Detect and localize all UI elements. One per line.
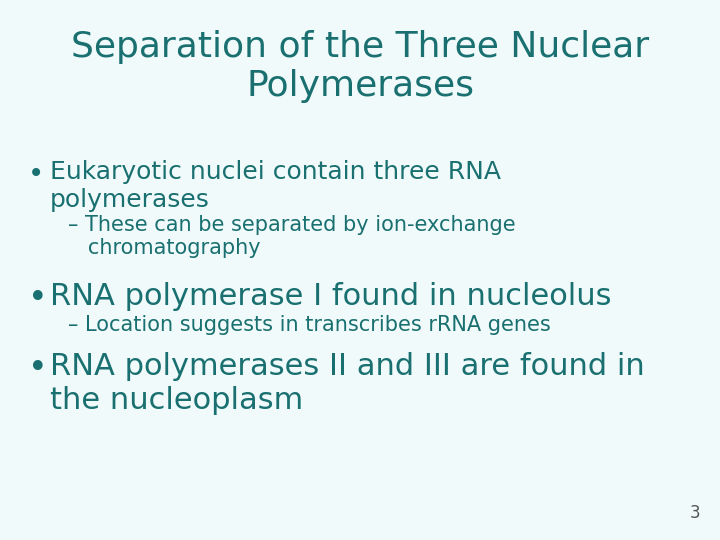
Text: 3: 3 [689, 504, 700, 522]
Text: Eukaryotic nuclei contain three RNA
polymerases: Eukaryotic nuclei contain three RNA poly… [50, 160, 501, 212]
Text: RNA polymerases II and III are found in
the nucleoplasm: RNA polymerases II and III are found in … [50, 352, 644, 415]
Text: RNA polymerase I found in nucleolus: RNA polymerase I found in nucleolus [50, 282, 611, 311]
Text: •: • [28, 352, 48, 385]
Text: Separation of the Three Nuclear
Polymerases: Separation of the Three Nuclear Polymera… [71, 30, 649, 103]
Text: •: • [28, 160, 44, 188]
Text: – These can be separated by ion-exchange
   chromatography: – These can be separated by ion-exchange… [68, 215, 516, 258]
Text: •: • [28, 282, 48, 315]
Text: – Location suggests in transcribes rRNA genes: – Location suggests in transcribes rRNA … [68, 315, 551, 335]
